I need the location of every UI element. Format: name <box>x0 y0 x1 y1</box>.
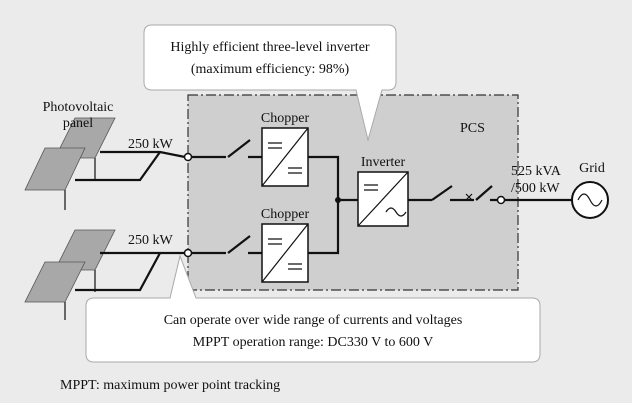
wire <box>75 251 185 292</box>
terminal <box>183 152 193 162</box>
callout-text: MPPT operation range: DC330 V to 600 V <box>193 335 433 350</box>
pv-label: panel <box>63 116 93 131</box>
solar-panels <box>24 117 116 320</box>
chopper-label: Chopper <box>261 111 310 126</box>
power-label: 250 kW <box>128 137 174 152</box>
grid-wave <box>577 193 603 207</box>
breaker <box>465 193 473 201</box>
callout-text: Highly efficient three-level inverter <box>170 40 369 55</box>
inverter-label: Inverter <box>361 155 406 170</box>
chopper-label: Chopper <box>261 207 310 222</box>
power-label: 250 kW <box>128 233 174 248</box>
wire <box>192 235 262 255</box>
chopper-symbol <box>261 127 309 283</box>
callout <box>85 254 541 363</box>
wire <box>408 185 497 202</box>
callout-text: Can operate over wide range of currents … <box>164 313 463 328</box>
terminal <box>496 195 506 205</box>
pcs-label: PCS <box>460 121 485 136</box>
junction <box>335 197 341 203</box>
inverter-symbol <box>357 171 409 227</box>
callout-text: (maximum efficiency: 98%) <box>191 62 350 77</box>
footnote: MPPT: maximum power point tracking <box>60 378 280 393</box>
terminal <box>183 248 193 258</box>
wire <box>75 150 186 182</box>
callout <box>143 24 397 142</box>
wire <box>308 155 358 255</box>
output-label: 525 kVA <box>511 164 562 179</box>
pcs-box <box>187 94 519 291</box>
output-label: /500 kW <box>511 181 560 196</box>
pv-label: Photovoltaic <box>43 100 114 115</box>
grid-label: Grid <box>579 161 605 176</box>
wire <box>192 139 262 159</box>
